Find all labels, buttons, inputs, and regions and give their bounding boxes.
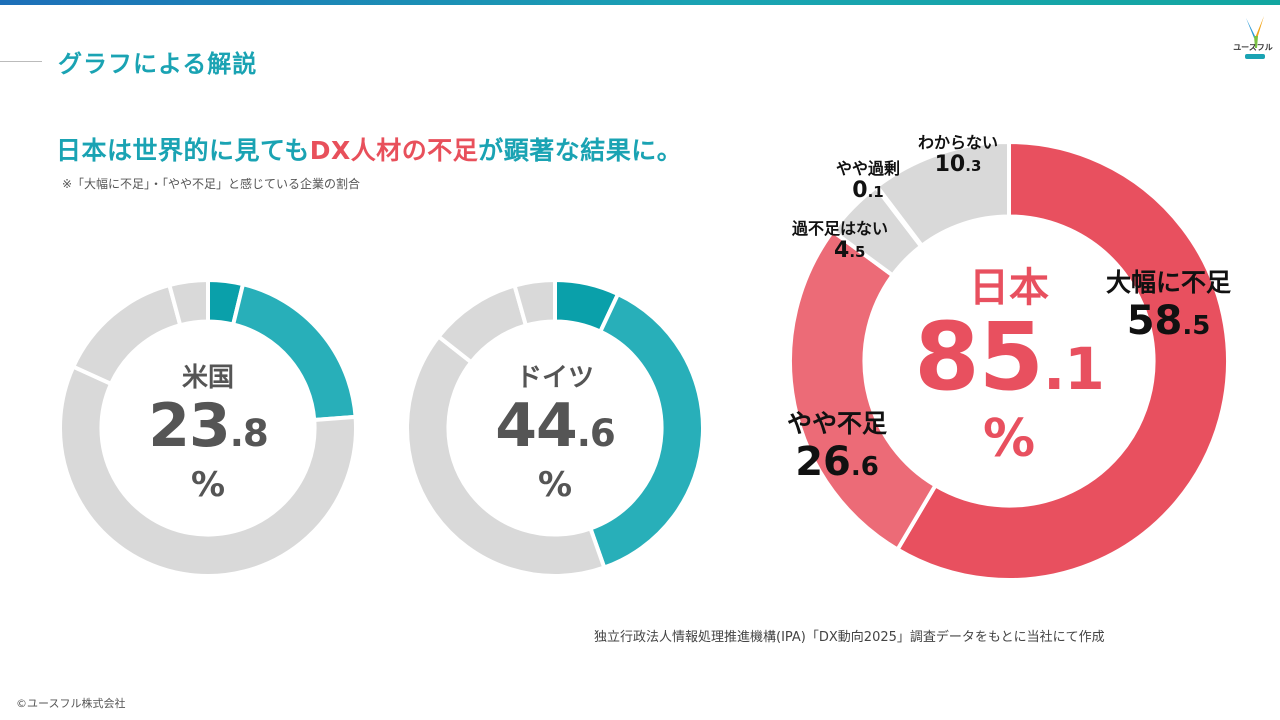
de-center-title: ドイツ xyxy=(515,363,594,393)
jp-label-balanced: 過不足はない 4.5 xyxy=(792,215,888,264)
jp-slight-value-dec: .6 xyxy=(850,452,879,482)
jp-label-balanced-value: 4.5 xyxy=(792,239,888,264)
section-divider xyxy=(0,61,42,62)
jp-balanced-value-int: 4 xyxy=(834,238,850,263)
de-center-value: 44.6 xyxy=(406,391,704,461)
jp-label-unknown-value: 10.3 xyxy=(918,153,998,178)
jp-unknown-value-dec: .3 xyxy=(965,157,982,175)
donut-svg-us xyxy=(59,279,357,577)
jp-center-unit: % xyxy=(982,409,1036,469)
chart-note: ※「大幅に不足」・「やや不足」と感じている企業の割合 xyxy=(62,177,361,191)
jp-label-slight-shortage: やや不足 26.6 xyxy=(787,404,887,489)
jp-surplus-value-int: 0 xyxy=(852,178,868,203)
jp-label-unknown: わからない 10.3 xyxy=(918,129,998,178)
de-slice-1 xyxy=(587,291,704,571)
jp-center-value-dec: .1 xyxy=(1043,335,1105,403)
us-center-title: 米国 xyxy=(181,363,234,393)
jp-center-title: 日本 xyxy=(969,265,1049,311)
jp-major-value-int: 58 xyxy=(1126,298,1183,344)
jp-balanced-value-dec: .5 xyxy=(849,243,866,261)
headline-part1: 日本は世界的に見ても xyxy=(56,136,310,165)
us-slice-4 xyxy=(166,279,210,328)
jp-label-slight-surplus: やや過剰 0.1 xyxy=(836,155,900,204)
us-slice-2 xyxy=(59,364,357,577)
us-center-value: 23.8 xyxy=(59,391,357,461)
donut-chart-de: ドイツ 44.6 % xyxy=(406,279,704,577)
donut-svg-de xyxy=(406,279,704,577)
brand-logo-icon xyxy=(1246,16,1264,48)
headline-highlight: DX人材の不足 xyxy=(309,136,479,165)
jp-label-major-shortage: 大幅に不足 58.5 xyxy=(1106,263,1231,348)
jp-slice-1 xyxy=(789,228,939,553)
jp-unknown-value-int: 10 xyxy=(934,152,966,177)
brand-logo-text: ユースフル xyxy=(1233,43,1273,52)
us-center-value-dec: .8 xyxy=(229,411,269,455)
section-title: グラフによる解説 xyxy=(58,50,258,78)
copyright: ©ユースフル株式会社 xyxy=(16,697,126,710)
brand-logo-tag xyxy=(1245,54,1265,59)
jp-surplus-value-dec: .1 xyxy=(867,183,884,201)
jp-slice-0 xyxy=(894,141,1229,581)
de-slice-2 xyxy=(406,333,607,577)
de-center-value-dec: .6 xyxy=(576,411,616,455)
donut-svg-jp xyxy=(789,141,1229,581)
us-center-value-int: 23 xyxy=(148,391,230,461)
de-center-unit: % xyxy=(537,465,573,505)
jp-label-unknown-name: わからない xyxy=(918,133,999,152)
donut-chart-jp: 日本 85.1 % xyxy=(789,141,1229,581)
jp-label-slight-shortage-name: やや不足 xyxy=(787,409,888,438)
jp-major-value-dec: .5 xyxy=(1182,311,1211,341)
jp-label-slight-surplus-value: 0.1 xyxy=(836,179,900,204)
headline: 日本は世界的に見てもDX人材の不足が顕著な結果に。 xyxy=(56,131,682,167)
jp-label-balanced-name: 過不足はない xyxy=(792,219,889,238)
us-center-unit: % xyxy=(190,465,226,505)
jp-label-slight-shortage-value: 26.6 xyxy=(787,440,887,489)
data-source-note: 独立行政法人情報処理推進機構(IPA)「DX動向2025」調査データをもとに当社… xyxy=(594,630,1105,645)
de-slice-4 xyxy=(512,279,557,328)
jp-slice-4 xyxy=(874,141,1011,249)
donut-chart-us: 米国 23.8 % xyxy=(59,279,357,577)
headline-part2: が顕著な結果に。 xyxy=(478,136,683,165)
top-accent-bar xyxy=(0,0,1280,5)
jp-center-value: 85.1 xyxy=(789,303,1229,412)
jp-center-value-int: 85 xyxy=(914,303,1044,412)
de-center-value-int: 44 xyxy=(495,391,577,461)
jp-slight-value-int: 26 xyxy=(795,439,851,485)
jp-label-major-shortage-value: 58.5 xyxy=(1106,299,1231,348)
jp-label-major-shortage-name: 大幅に不足 xyxy=(1106,268,1232,297)
jp-label-slight-surplus-name: やや過剰 xyxy=(836,159,901,178)
